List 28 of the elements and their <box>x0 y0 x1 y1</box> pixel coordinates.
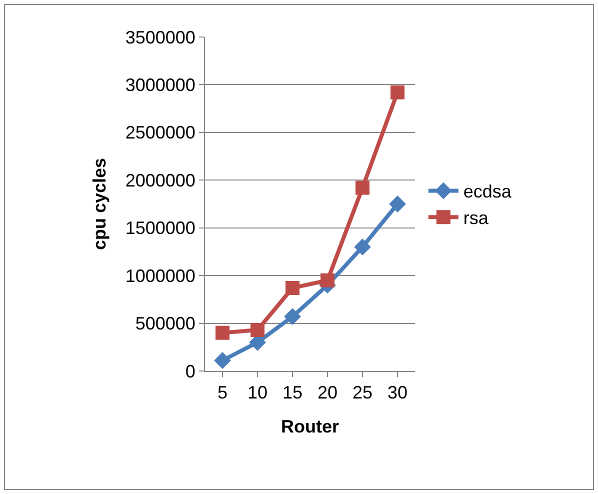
point <box>284 308 301 326</box>
y-tick-label: 3000000 <box>125 75 196 96</box>
x-tick-label: 25 <box>352 382 373 403</box>
x-tick-label: 30 <box>387 382 408 403</box>
point <box>216 326 230 340</box>
y-axis-title: cpu cycles <box>90 158 110 250</box>
y-tick-label: 1000000 <box>125 266 196 286</box>
x-tick-label: 5 <box>217 382 228 403</box>
x-axis-title: Router <box>281 416 339 437</box>
point <box>390 85 404 100</box>
point <box>320 273 334 288</box>
x-tick-label: 10 <box>247 382 268 403</box>
legend-label: rsa <box>463 208 490 228</box>
x-tick-label: 20 <box>317 382 338 403</box>
y-tick-label: 1500000 <box>125 218 196 238</box>
y-tick-label: 2000000 <box>125 170 196 190</box>
y-tick-label: 0 <box>185 361 196 382</box>
point <box>354 238 371 256</box>
point <box>214 352 231 369</box>
point <box>389 196 406 212</box>
point <box>286 280 300 295</box>
y-tick-label: 2500000 <box>125 122 196 143</box>
legend-label: ecdsa <box>463 182 512 202</box>
x-tick-label: 15 <box>282 382 303 403</box>
point <box>356 180 370 195</box>
y-tick-label: 500000 <box>135 314 196 334</box>
y-tick-label: 3500000 <box>125 27 196 48</box>
point <box>250 322 264 337</box>
